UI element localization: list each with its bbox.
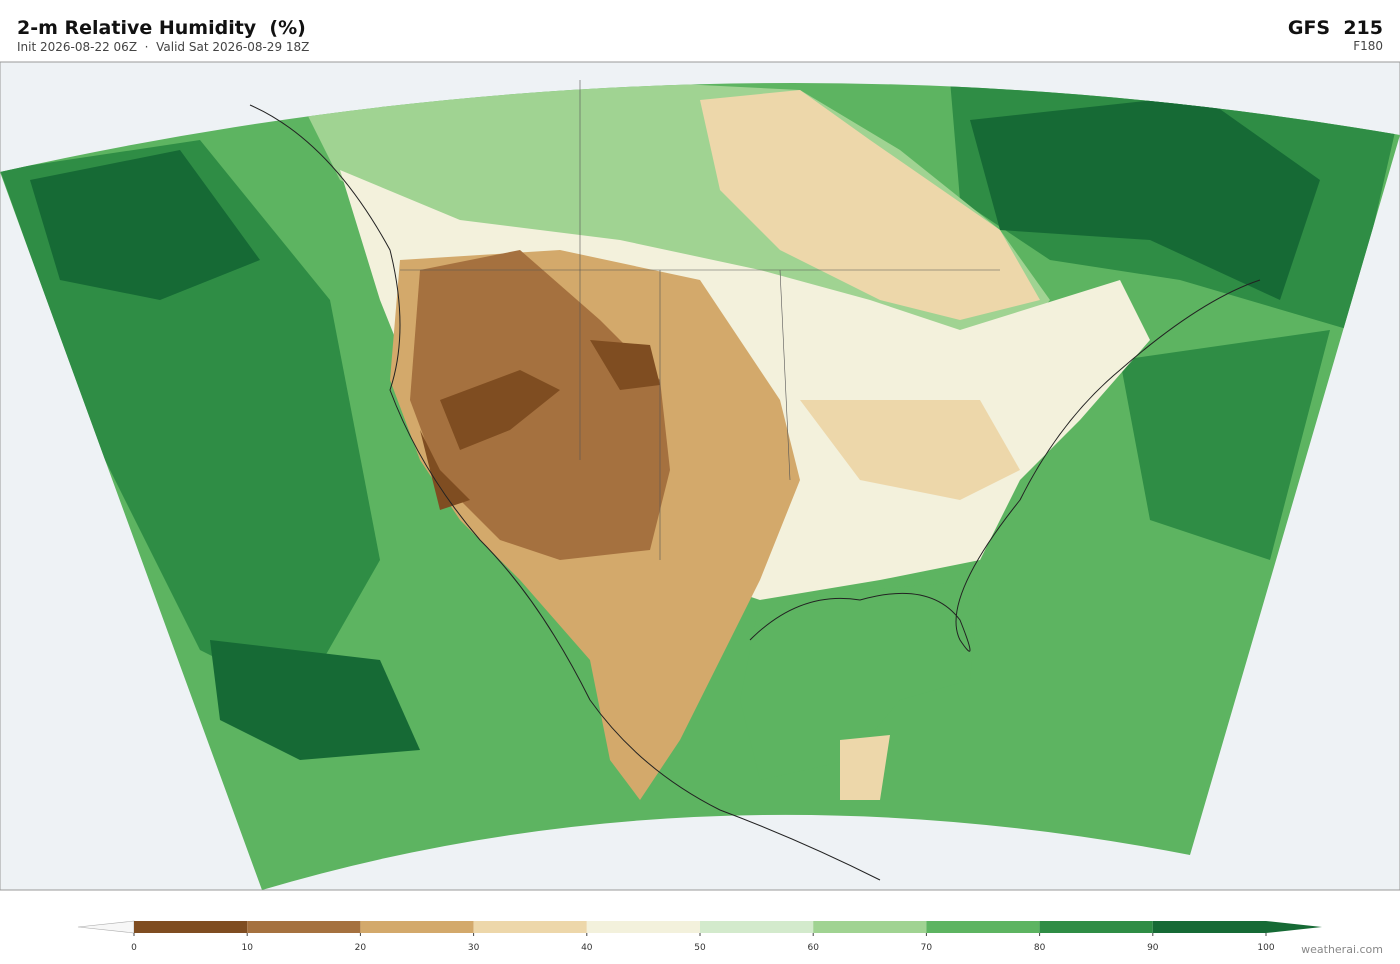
colorbar-segment [1152, 921, 1266, 933]
credit: weatherai.com [1301, 943, 1383, 956]
colorbar-tick-label: 100 [1257, 943, 1274, 953]
colorbar-over [1266, 921, 1322, 933]
colorbar-segment [1039, 921, 1153, 933]
coastline [249, 104, 881, 881]
coastline [749, 279, 1261, 652]
colorbar-tick-label: 30 [468, 943, 480, 953]
colorbar-segment [360, 921, 474, 933]
colorbar-tick-label: 60 [807, 943, 819, 953]
colorbar: 0 10 20 30 40 50 60 70 80 90 100 [77, 920, 1322, 953]
colorbar-tick-label: 50 [694, 943, 706, 953]
colorbar-tick-label: 90 [1147, 943, 1159, 953]
colorbar-tick-label: 80 [1034, 943, 1046, 953]
colorbar-segment [813, 921, 927, 933]
colorbar-segment [134, 921, 248, 933]
colorbar-segment [247, 921, 361, 933]
colorbar-tick-label: 40 [581, 943, 593, 953]
model: GFS 215 [1288, 17, 1383, 39]
subtitle: Init 2026-08-22 06Z · Valid Sat 2026-08-… [17, 40, 309, 54]
colorbar-segment [700, 921, 814, 933]
colorbar-segment [926, 921, 1040, 933]
colorbar-tick-label: 20 [355, 943, 367, 953]
colorbar-tick-label: 70 [921, 943, 933, 953]
borders [400, 80, 1000, 560]
colorbar-segment [586, 921, 700, 933]
colorbar-under [77, 920, 135, 934]
colorbar-segment [473, 921, 587, 933]
title: 2-m Relative Humidity (%) [17, 17, 306, 39]
map [0, 61, 1400, 891]
forecast-hour: F180 [1353, 39, 1383, 53]
colorbar-tick-label: 10 [241, 943, 253, 953]
humidity-field [0, 83, 1400, 890]
colorbar-tick-label: 0 [131, 943, 137, 953]
